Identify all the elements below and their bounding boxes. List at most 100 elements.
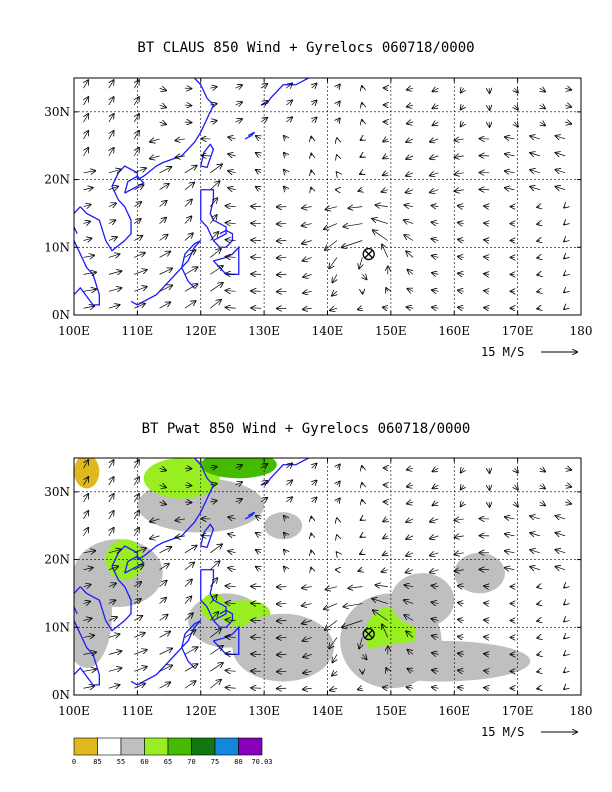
y-tick-label: 0N <box>52 688 70 702</box>
wind-vector <box>455 156 464 158</box>
wind-vector <box>312 464 317 469</box>
wind-vector <box>461 502 464 506</box>
wind-vector <box>433 105 439 108</box>
coastline <box>244 511 256 520</box>
wind-vector <box>84 80 89 89</box>
wind-vector <box>184 199 192 207</box>
wind-vector <box>226 586 236 587</box>
wind-vector <box>540 485 545 488</box>
wind-vector <box>109 131 114 140</box>
wind-vector <box>312 497 317 502</box>
wind-vector <box>484 620 489 621</box>
wind-vector <box>159 648 173 655</box>
x-tick-label: 150E <box>375 324 407 338</box>
wind-vector <box>564 621 565 622</box>
x-tick-label: 170E <box>502 324 534 338</box>
wind-vector <box>458 256 464 257</box>
wind-vector <box>484 291 489 292</box>
wind-vector <box>256 567 261 570</box>
wind-vector <box>540 122 545 125</box>
wind-vector <box>159 184 169 191</box>
wind-vector <box>184 681 196 689</box>
wind-vector <box>256 550 261 553</box>
wind-vector <box>343 604 363 607</box>
wind-vector <box>358 308 362 309</box>
wind-vector <box>514 468 517 472</box>
wind-vector <box>530 567 540 570</box>
wind-vector <box>455 570 464 572</box>
wind-vector <box>235 465 242 468</box>
wind-vector <box>556 516 566 519</box>
wind-vector <box>256 153 261 156</box>
wind-vector <box>134 548 146 554</box>
wind-vector <box>226 257 236 258</box>
wind-vector <box>458 620 464 621</box>
colorbar-label: 75 <box>211 758 219 766</box>
wind-vector <box>235 482 242 485</box>
wind-vector <box>337 118 340 122</box>
wind-vector <box>109 148 114 157</box>
wind-vector <box>256 533 261 536</box>
coastline <box>74 206 100 306</box>
wind-vector <box>312 84 317 89</box>
wind-vector <box>458 206 464 207</box>
x-tick-label: 180 <box>570 704 593 718</box>
wind-vector <box>256 170 261 173</box>
wind-vector <box>302 587 312 588</box>
wind-vector <box>537 604 540 605</box>
wind-vector <box>210 181 219 190</box>
wind-vector <box>84 460 89 469</box>
wind-vector <box>210 544 222 554</box>
wind-vector <box>134 219 140 224</box>
wind-vector <box>108 549 121 552</box>
wind-vector <box>184 284 198 292</box>
plot-area <box>74 78 581 315</box>
wind-vector <box>210 561 219 570</box>
y-tick-label: 30N <box>44 105 70 119</box>
colorbar-swatch <box>191 737 216 756</box>
coastline <box>260 78 309 106</box>
wind-vector <box>433 485 439 488</box>
wind-vector <box>386 288 388 291</box>
wind-vector <box>83 652 97 654</box>
wind-vector <box>134 287 147 292</box>
wind-vector <box>530 187 540 190</box>
x-tick-label: 160E <box>438 324 470 338</box>
bottom-chart-title: BT Pwat 850 Wind + Gyrelocs 060718/0000 <box>141 421 471 437</box>
wind-vector <box>382 570 388 572</box>
wind-vector <box>404 205 414 207</box>
y-tick-label: 10N <box>44 620 70 634</box>
wind-vector <box>530 136 540 139</box>
wind-vector <box>134 599 140 604</box>
wind-vector <box>530 153 540 156</box>
wind-vector <box>83 635 95 637</box>
wind-vector <box>109 97 114 106</box>
wind-vector <box>260 498 267 502</box>
gyre-marker-cross <box>364 629 373 639</box>
wind-vector <box>134 582 141 587</box>
wind-vector <box>184 546 197 554</box>
wind-vector <box>330 308 338 310</box>
x-tick-label: 180 <box>570 324 593 338</box>
wind-vector <box>84 511 89 520</box>
x-tick-label: 130E <box>248 704 280 718</box>
wind-vector <box>342 620 363 628</box>
wind-vector <box>433 122 439 125</box>
wind-vector <box>458 223 464 224</box>
y-tick-label: 20N <box>44 553 70 567</box>
wind-vector <box>210 467 216 468</box>
coastline <box>244 131 256 140</box>
wind-vector <box>109 80 114 89</box>
wind-vector <box>514 105 517 109</box>
wind-vector <box>184 502 191 503</box>
wind-vector <box>432 290 439 291</box>
wind-vector <box>184 596 191 604</box>
wind-vector <box>83 289 97 291</box>
wind-vector <box>108 203 116 206</box>
wind-vector <box>134 616 142 621</box>
wind-vector <box>134 148 139 157</box>
wind-vector <box>134 511 139 520</box>
wind-vector <box>430 173 439 176</box>
wind-vector <box>134 168 146 174</box>
wind-vector <box>108 305 120 308</box>
